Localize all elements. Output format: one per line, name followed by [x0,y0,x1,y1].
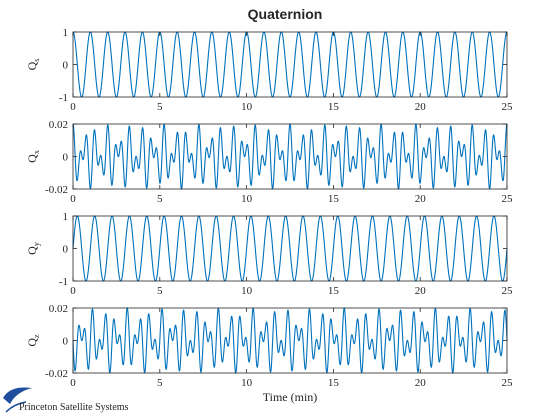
y-tick-label: -1 [59,276,68,288]
company-logo: Princeton Satellite Systems [3,387,129,413]
x-tick-label: 0 [70,193,76,205]
y-tick-label: 0.02 [49,119,68,131]
logo-arc-icon [5,401,27,413]
x-tick-label: 25 [502,193,514,205]
x-tick-label: 15 [328,193,340,205]
x-tick-label: 15 [328,285,340,297]
logo-swoosh-icon [3,387,32,404]
series-line-s [72,31,508,98]
x-tick-label: 25 [502,377,514,389]
x-tick-label: 25 [502,101,514,113]
y-axis-label-main: Q [25,338,39,347]
x-tick-label: 0 [70,377,76,389]
x-tick-label: 15 [328,101,340,113]
y-axis-label-subscript: s [32,59,41,62]
x-tick-label: 20 [415,377,427,389]
y-axis-label: Qx [25,150,41,163]
x-tick-label: 0 [70,285,76,297]
x-tick-label: 10 [241,101,253,113]
x-tick-label: 20 [415,193,427,205]
x-tick-label: 5 [157,377,163,389]
y-axis-label-main: Q [25,61,39,70]
y-axis-label-main: Q [25,154,39,163]
y-tick-label: -0.02 [45,368,68,380]
x-tick-label: 5 [157,193,163,205]
x-tick-label: 5 [157,101,163,113]
y-tick-label: 1 [63,27,69,39]
y-tick-label: 0 [63,336,69,348]
y-tick-label: 1 [63,211,69,223]
series-line-x [72,122,508,191]
x-axis-label: Time (min) [263,390,318,404]
x-tick-label: 10 [241,285,253,297]
series-line-z [72,306,508,375]
x-tick-label: 20 [415,285,427,297]
x-tick-label: 0 [70,101,76,113]
x-tick-label: 15 [328,377,340,389]
y-axis-label-subscript: z [32,334,41,338]
y-axis-label-subscript: x [32,150,41,154]
axes-box [72,123,508,190]
x-tick-label: 20 [415,101,427,113]
y-axis-label: Qy [25,242,41,255]
logo-text: Princeton Satellite Systems [19,402,129,413]
y-axis-label-main: Q [25,246,39,255]
y-tick-label: 0 [63,244,69,256]
x-tick-label: 10 [241,377,253,389]
x-tick-label: 10 [241,193,253,205]
y-tick-label: 0 [63,60,69,72]
y-axis-label: Qs [25,59,41,71]
y-axis-label-subscript: y [32,242,41,246]
series-line-y [72,215,508,282]
y-tick-label: -0.02 [45,184,68,196]
x-tick-label: 5 [157,285,163,297]
figure-title: Quaternion [248,6,323,22]
y-tick-label: -1 [59,92,68,104]
y-tick-label: 0.02 [49,303,68,315]
y-tick-label: 0 [63,152,69,164]
y-axis-label: Qz [25,334,41,347]
x-tick-label: 25 [502,285,514,297]
